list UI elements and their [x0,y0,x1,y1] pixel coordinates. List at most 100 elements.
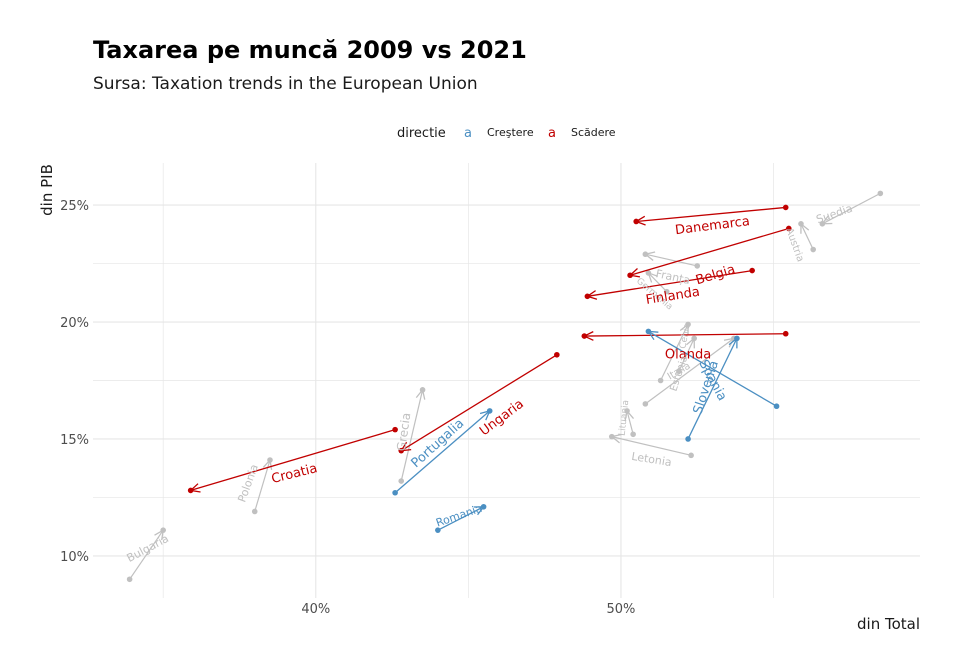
arrow-line-polonia [254,459,271,512]
point-2009-franta [694,263,701,269]
point-2009-austria [810,246,816,253]
point-2009-polonia [251,508,258,515]
plot-grid [93,163,920,598]
point-2021-franta [642,251,649,258]
point-2021-estonia [691,335,697,342]
point-2021-polonia [267,457,273,463]
arrow-line-bulgaria [129,529,164,580]
point-2021-ungaria [398,447,405,454]
chart-subtitle: Sursa: Taxation trends in the European U… [93,74,478,94]
arrow-line-grecia [400,389,424,482]
point-2021-suedia [819,221,826,227]
legend-label-increase: Creştere [487,126,534,139]
label-polonia: Polonia [235,462,261,504]
arrow-line-germania [647,272,668,293]
x-tick-label: 40% [301,602,330,617]
legend-key-decrease: a [548,126,556,141]
arrow-line-italia [644,337,735,405]
point-2021-belgia [627,272,633,279]
point-2021-romania [480,503,487,510]
arrow-line-portugalia [394,410,491,494]
label-grecia: Grecia [394,412,413,452]
arrow-line-romania [437,506,484,531]
label-olanda: Olanda [665,347,711,362]
arrow-line-spania [687,338,738,440]
y-tick-label: 15% [60,433,89,448]
point-2021-grecia [419,387,426,393]
arrow-line-belgia [629,227,789,276]
y-tick-label: 20% [60,316,89,331]
point-2021-olanda [581,333,588,339]
arrow-line-croatia [190,428,396,492]
label-portugalia: Portugalia [409,416,468,471]
label-romania: Romania [434,502,484,530]
label-bulgaria: Bulgaria [125,532,171,565]
point-2009-germania [663,288,670,295]
label-cehia: Cehia [678,323,692,350]
arrow-line-franta [645,253,698,267]
label-belgia: Belgia [694,262,737,288]
label-lituania: Lituania [618,400,632,437]
y-axis-title: din PIB [38,164,56,216]
legend: directie a Creştere a Scădere [397,126,616,141]
point-2009-lituania [630,431,636,438]
point-2009-olanda [782,330,789,337]
point-2009-romania [435,527,441,533]
point-2021-austria [798,221,804,227]
point-2021-danemarca [633,218,639,225]
point-2021-finlanda [584,293,591,300]
point-2009-croatia [392,426,398,433]
x-axis-ticks: 40% 50% [301,602,635,617]
point-2009-finlanda [749,267,755,274]
point-2009-grecia [398,478,405,484]
x-axis-title: din Total [857,615,920,633]
arrow-line-lituania [626,410,634,435]
y-tick-label: 25% [60,199,89,214]
point-2009-italia [642,401,649,407]
point-2009-slovenia [773,403,780,410]
label-austria: Austria [783,227,805,264]
arrow-line-ungaria [400,354,558,452]
point-2009-ungaria [554,351,560,358]
point-2009-suedia [877,190,884,197]
legend-title: directie [397,126,446,141]
point-2009-belgia [785,225,792,232]
point-2009-cehia [657,377,664,384]
point-2021-slovenia [645,328,652,335]
arrow-line-austria [800,223,814,250]
x-tick-label: 50% [606,602,635,617]
country-labels: SuediaAustriaDanemarcaBelgiaFranțaGerman… [125,202,855,565]
arrow-line-danemarca [636,206,786,223]
y-axis-ticks: 10% 15% 20% 25% [60,199,89,565]
point-2021-bulgaria [160,527,166,533]
label-letonia: Letonia [631,450,673,469]
arrow-line-olanda [584,333,786,337]
arrow-line-suedia [822,192,881,225]
point-2021-cehia [685,321,691,328]
point-2009-danemarca [782,204,789,211]
arrow-line-finlanda [587,269,753,297]
label-danemarca: Danemarca [674,214,750,238]
chart-marks [126,190,884,583]
point-2009-letonia [688,452,694,459]
arrow-line-cehia [660,324,689,381]
point-2009-portugalia [392,489,398,496]
point-2009-bulgaria [126,576,133,583]
y-tick-label: 10% [60,550,89,565]
legend-label-decrease: Scădere [571,126,616,139]
legend-key-increase: a [464,126,472,141]
point-2021-lituania [624,408,630,414]
point-2021-croatia [187,487,194,494]
point-2009-estonia [676,368,682,374]
arrow-line-letonia [611,436,692,456]
label-ungaria: Ungaria [477,397,527,440]
arrow-line-estonia [678,338,695,372]
arrow-line-slovenia [648,330,777,407]
chart-title: Taxarea pe muncă 2009 vs 2021 [93,36,527,64]
point-2021-spania [734,335,740,342]
point-2009-spania [685,436,691,442]
point-2021-letonia [608,433,615,440]
point-2021-portugalia [486,408,493,414]
point-2021-germania [645,270,652,276]
